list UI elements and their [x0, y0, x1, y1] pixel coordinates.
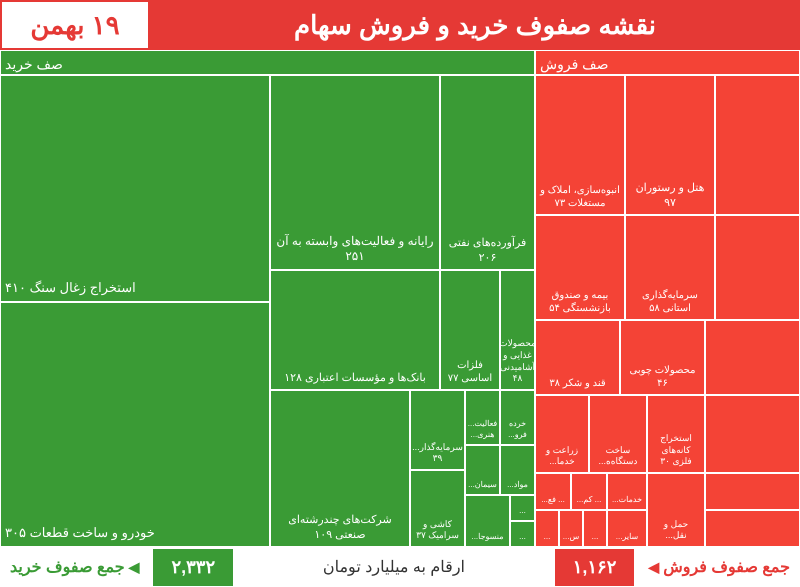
treemap-cell: سیمان... — [465, 445, 500, 495]
treemap-cell: کاشی و سرامیک ۳۷ — [410, 470, 465, 547]
treemap-cell: ... فع... — [535, 473, 571, 510]
cell-label: قند و شکر ۳۸ — [549, 377, 605, 390]
cell-label: خدمات... — [612, 495, 642, 505]
unit-label: ارقام به میلیارد تومان — [233, 557, 555, 577]
treemap-cell: خرده فرو... — [500, 390, 535, 445]
cell-label: ... — [519, 532, 526, 542]
treemap-cell: مواد... — [500, 445, 535, 495]
chart-date: ۱۹ بهمن — [0, 0, 150, 50]
cell-label: فرآورده‌های نفتی ۲۰۶ — [445, 236, 530, 265]
treemap-cell — [715, 215, 800, 320]
treemap-cell: ... کم... — [571, 473, 607, 510]
treemap-cell: ساخت دستگاه‌ه... — [589, 395, 647, 473]
cell-label: استخراج کانه‌های فلزی ۳۰ — [652, 433, 700, 468]
treemap-cell: فرآورده‌های نفتی ۲۰۶ — [440, 75, 535, 270]
cell-label: صف خرید — [5, 55, 63, 73]
treemap-cell: خودرو و ساخت قطعات ۳۰۵ — [0, 302, 270, 547]
cell-label: صف فروش — [540, 55, 609, 73]
treemap-cell: محصولات غذایی و آشامیدنی ۴۸ — [500, 270, 535, 390]
sell-total-value: ۱,۱۶۲ — [555, 549, 635, 586]
cell-label: مواد... — [507, 480, 528, 490]
cell-label: استخراج زغال سنگ ۴۱۰ — [5, 280, 136, 297]
treemap-cell: حمل و نقل... — [647, 473, 705, 547]
treemap-cell — [705, 395, 800, 473]
treemap-cell — [705, 510, 800, 547]
treemap-cell: هتل و رستوران ۹۷ — [625, 75, 715, 215]
cell-label: حمل و نقل... — [652, 519, 700, 542]
cell-label: رایانه و فعالیت‌های وابسته به آن ۲۵۱ — [275, 234, 435, 265]
cell-label: فعالیت... هنری... — [468, 419, 498, 440]
treemap-cell: بانک‌ها و مؤسسات اعتباری ۱۲۸ — [270, 270, 440, 390]
treemap-cell — [705, 320, 800, 395]
treemap-cell: صف خرید — [0, 50, 535, 75]
buy-total-label: ◀ جمع صفوف خرید — [0, 557, 153, 577]
arrow-icon: ◀ — [129, 559, 140, 576]
treemap-cell: فعالیت... هنری... — [465, 390, 500, 445]
treemap-cell: انبوه‌سازی، املاک و مستغلات ۷۳ — [535, 75, 625, 215]
footer: جمع صفوف فروش ◀ ۱,۱۶۲ ارقام به میلیارد ت… — [0, 547, 800, 587]
treemap-cell: فلزات اساسی ۷۷ — [440, 270, 500, 390]
treemap-cell: ... — [510, 521, 535, 547]
treemap-cell: خدمات... — [607, 473, 647, 510]
chart-title: نقشه صفوف خرید و فروش سهام — [150, 0, 800, 50]
cell-label: ساخت دستگاه‌ه... — [594, 445, 642, 468]
treemap-cell: س... — [559, 510, 583, 547]
treemap-cell: ... — [535, 510, 559, 547]
cell-label: ... — [592, 532, 599, 542]
buy-label-text: جمع صفوف خرید — [10, 557, 125, 577]
treemap-cell: محصولات چوبی ۴۶ — [620, 320, 705, 395]
treemap-cell: ... — [510, 495, 535, 521]
cell-label: س... — [563, 532, 579, 542]
cell-label: ... — [519, 506, 526, 516]
cell-label: ... فع... — [541, 495, 565, 505]
cell-label: ... — [544, 532, 551, 542]
sell-total-label: جمع صفوف فروش ◀ — [634, 557, 800, 577]
header: نقشه صفوف خرید و فروش سهام ۱۹ بهمن — [0, 0, 800, 50]
cell-label: سرمایه‌گذار... ۳۹ — [412, 442, 463, 465]
treemap: صف خرید استخراج زغال سنگ ۴۱۰ خودرو و ساخت … — [0, 50, 800, 547]
chart-container: نقشه صفوف خرید و فروش سهام ۱۹ بهمن صف خر… — [0, 0, 800, 587]
cell-label: سرمایه‌گذاری استانی ۵۸ — [630, 289, 710, 315]
cell-label: زراعت و خدما... — [540, 445, 584, 468]
cell-label: شرکت‌های چندرشته‌ای صنعتی ۱۰۹ — [275, 513, 405, 542]
treemap-cell: استخراج کانه‌های فلزی ۳۰ — [647, 395, 705, 473]
treemap-cell — [705, 473, 800, 510]
arrow-icon: ◀ — [648, 559, 659, 576]
treemap-cell: استخراج زغال سنگ ۴۱۰ — [0, 75, 270, 302]
cell-label: منسوجا... — [471, 532, 503, 542]
cell-label: ... کم... — [577, 495, 602, 505]
buy-total-value: ۲,۳۳۲ — [153, 549, 233, 586]
treemap-cell: ... — [583, 510, 607, 547]
treemap-cell: زراعت و خدما... — [535, 395, 589, 473]
cell-label: فلزات اساسی ۷۷ — [445, 359, 495, 385]
cell-label: انبوه‌سازی، املاک و مستغلات ۷۳ — [540, 184, 620, 210]
cell-label: خودرو و ساخت قطعات ۳۰۵ — [5, 525, 155, 542]
cell-label: سایر... — [616, 532, 638, 542]
cell-label: کاشی و سرامیک ۳۷ — [415, 519, 460, 542]
cell-label: محصولات غذایی و آشامیدنی ۴۸ — [500, 338, 535, 385]
treemap-cell: قند و شکر ۳۸ — [535, 320, 620, 395]
treemap-cell: شرکت‌های چندرشته‌ای صنعتی ۱۰۹ — [270, 390, 410, 547]
treemap-cell: رایانه و فعالیت‌های وابسته به آن ۲۵۱ — [270, 75, 440, 270]
sell-label-text: جمع صفوف فروش — [663, 557, 790, 577]
treemap-cell: سرمایه‌گذاری استانی ۵۸ — [625, 215, 715, 320]
treemap-cell: سرمایه‌گذار... ۳۹ — [410, 390, 465, 470]
cell-label: خرده فرو... — [505, 419, 530, 440]
cell-label: هتل و رستوران ۹۷ — [630, 181, 710, 210]
treemap-cell — [715, 75, 800, 215]
cell-label: سیمان... — [468, 480, 497, 490]
treemap-cell: بیمه و صندوق بازنشستگی ۵۴ — [535, 215, 625, 320]
cell-label: محصولات چوبی ۴۶ — [625, 364, 700, 390]
treemap-cell: سایر... — [607, 510, 647, 547]
cell-label: بانک‌ها و مؤسسات اعتباری ۱۲۸ — [284, 371, 426, 385]
cell-label: بیمه و صندوق بازنشستگی ۵۴ — [540, 289, 620, 315]
treemap-cell: صف فروش — [535, 50, 800, 75]
treemap-cell: منسوجا... — [465, 495, 510, 547]
